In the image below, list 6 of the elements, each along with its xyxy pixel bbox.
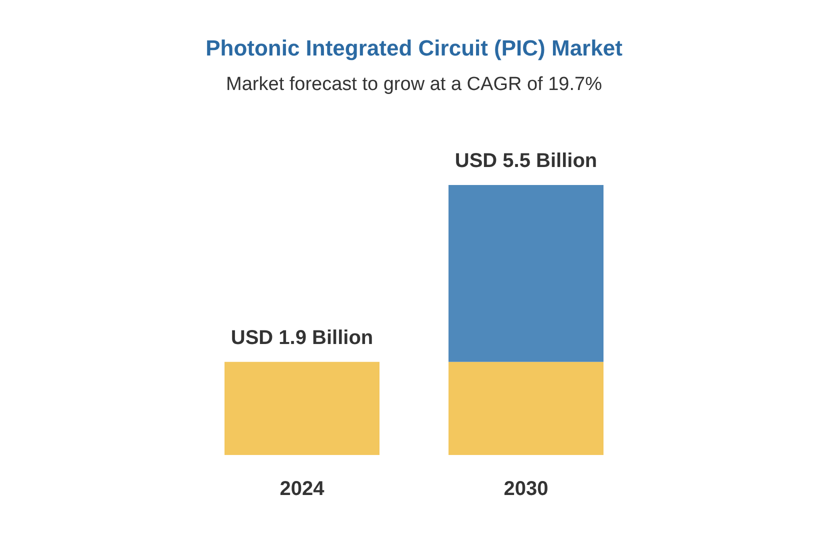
x-tick-label: 2030 xyxy=(504,478,548,500)
total-label: USD 1.9 Billion xyxy=(230,326,374,349)
chart-title: Photonic Integrated Circuit (PIC) Market xyxy=(206,36,624,60)
chart-subtitle: Market forecast to grow at a CAGR of 19.7% xyxy=(226,74,602,95)
x-tick-label: 2024 xyxy=(280,478,326,500)
total-label: USD 5.5 Billion xyxy=(454,150,598,172)
